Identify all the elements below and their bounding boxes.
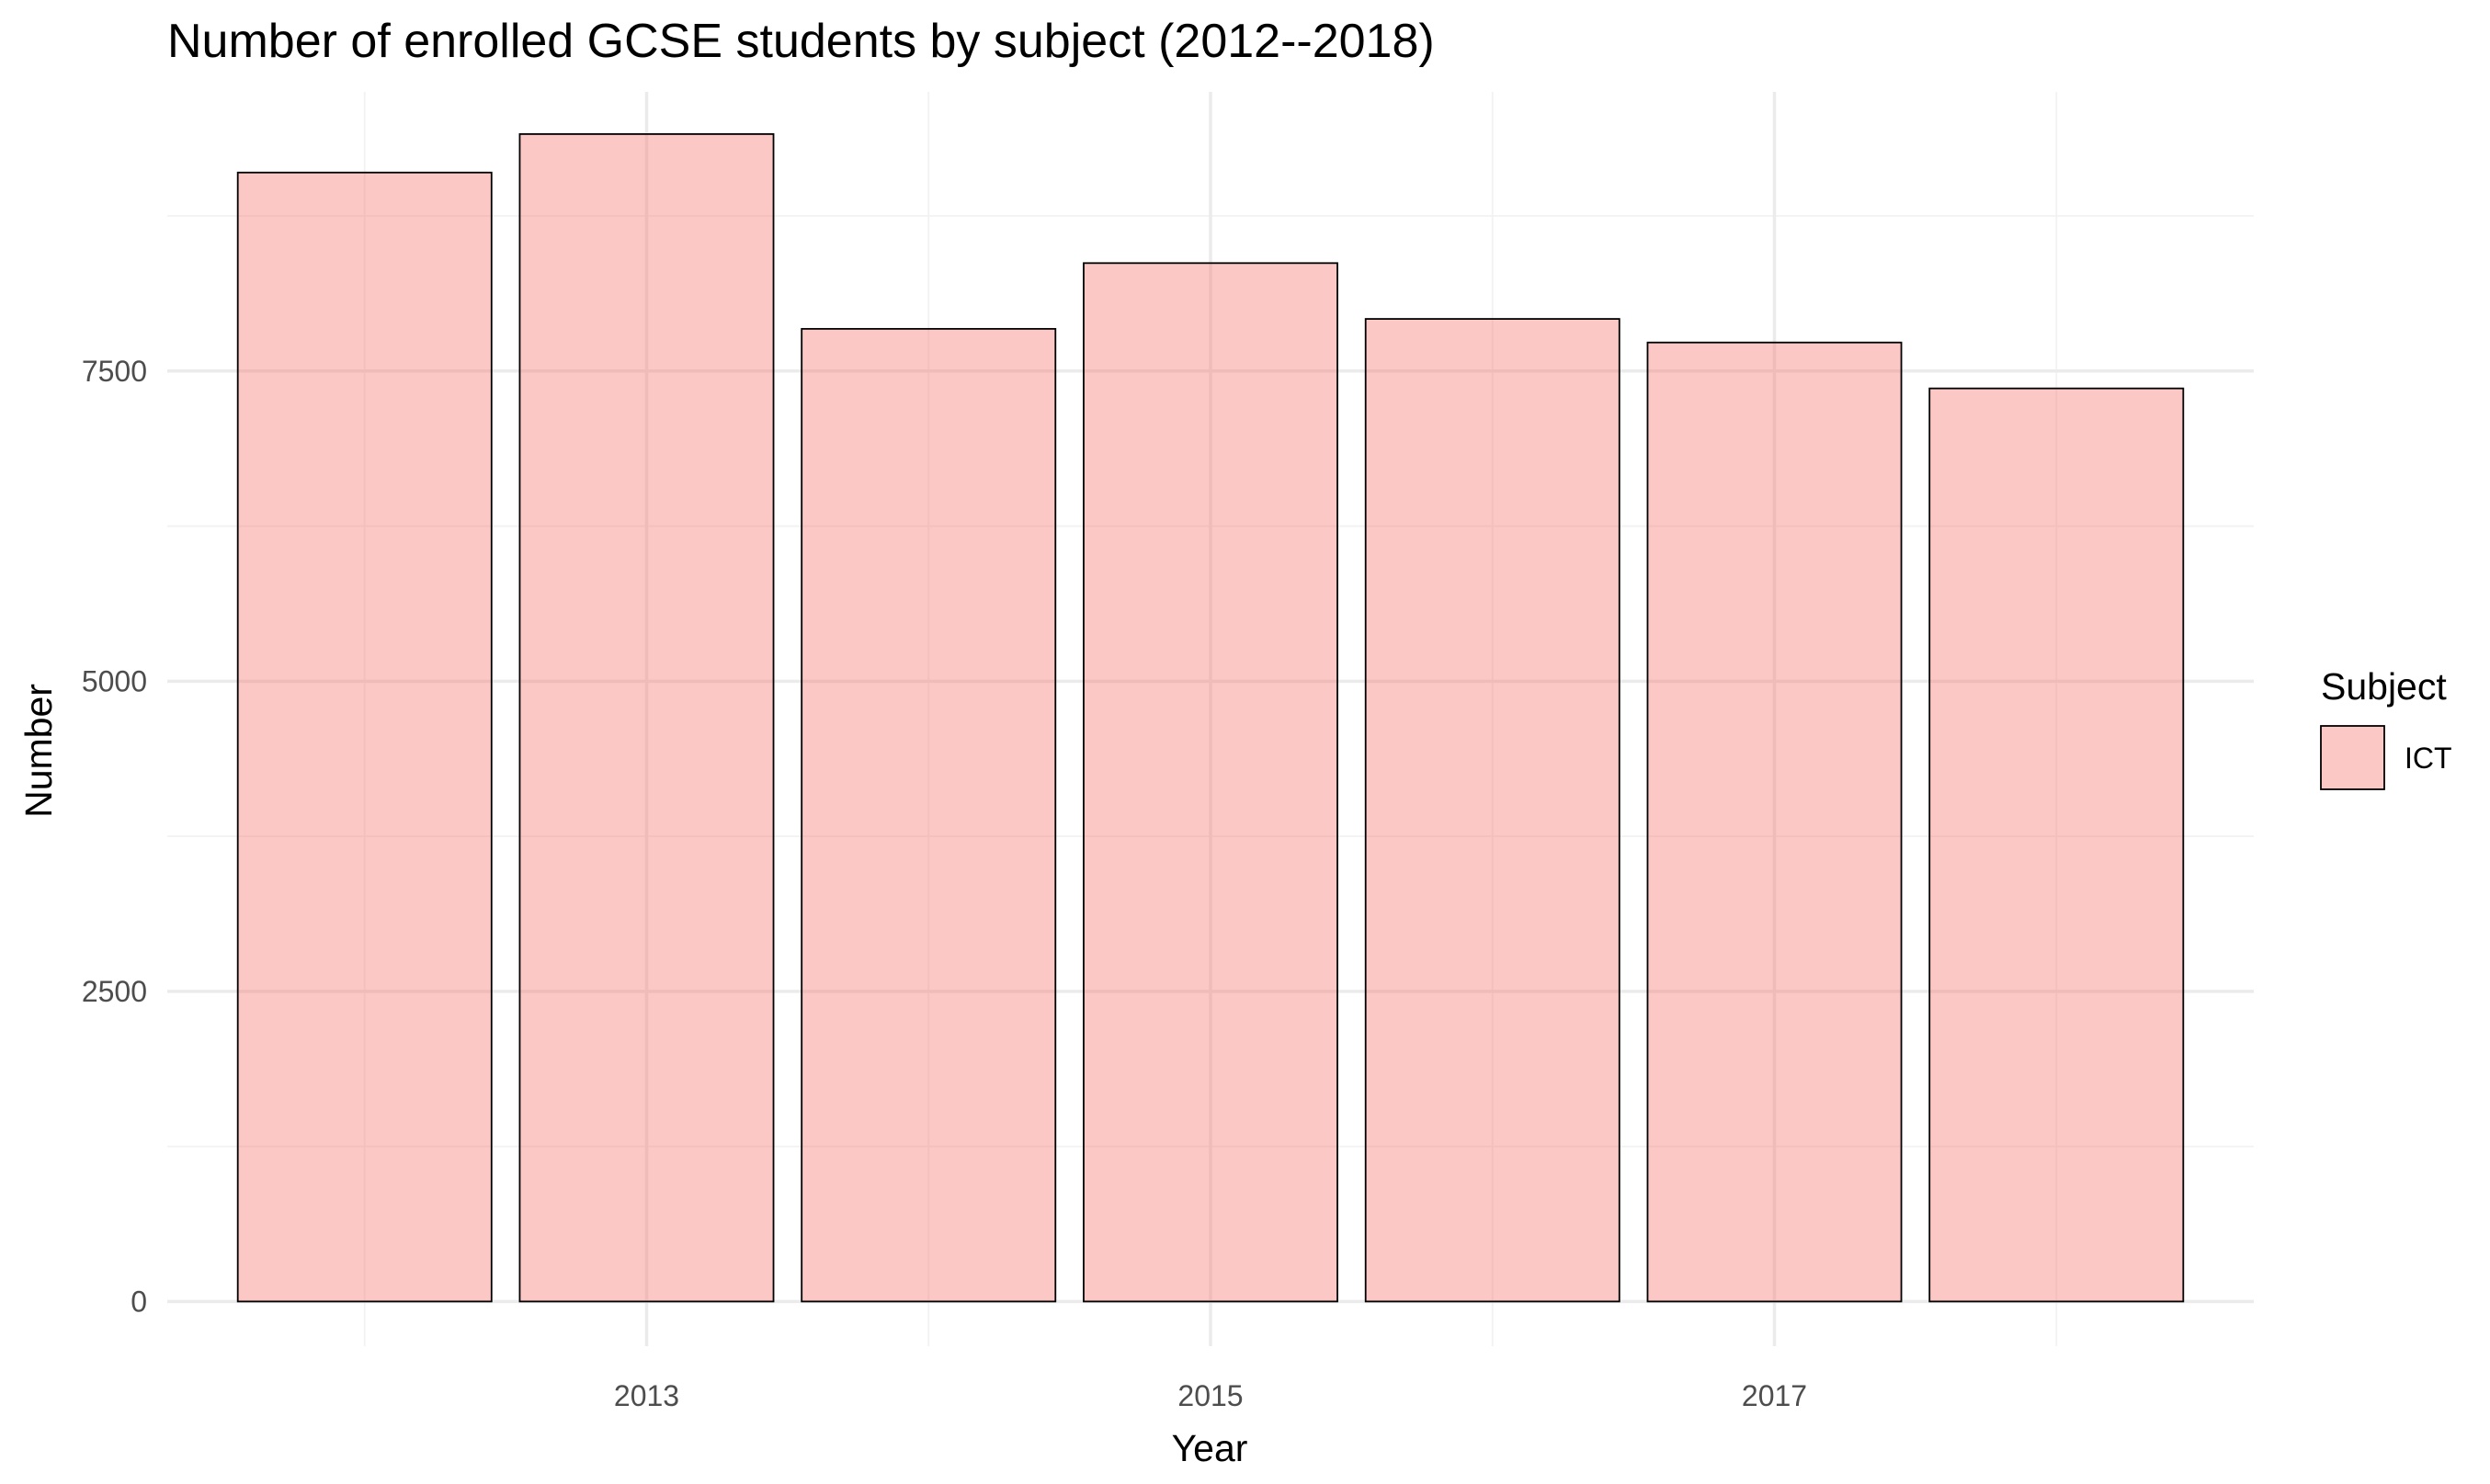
bar-2013 <box>518 133 775 1303</box>
bar-2016 <box>1364 318 1620 1303</box>
x-tick-label: 2013 <box>614 1379 679 1412</box>
major-gridlines <box>167 92 2254 1346</box>
bar-series <box>236 133 2185 1303</box>
bar-2015 <box>1083 262 1338 1303</box>
legend-key-ict <box>2320 725 2385 790</box>
y-tick-label: 5000 <box>82 664 147 697</box>
y-tick-label: 2500 <box>82 975 147 1008</box>
x-axis-tick-labels: 2013 2015 2017 <box>614 1379 1807 1412</box>
bar-2012 <box>236 171 493 1303</box>
bar-2014 <box>801 327 1057 1303</box>
bar-2017 <box>1646 341 1903 1303</box>
chart-title: Number of enrolled GCSE students by subj… <box>167 15 1435 68</box>
legend: Subject ICT <box>2320 665 2452 790</box>
y-tick-label: 0 <box>131 1285 147 1318</box>
x-tick-label: 2017 <box>1742 1379 1807 1412</box>
legend-label-ict: ICT <box>2405 742 2452 775</box>
y-tick-label: 7500 <box>82 355 147 388</box>
legend-title: Subject <box>2321 665 2447 708</box>
plot-panel <box>167 92 2254 1346</box>
bar-2018 <box>1928 387 2185 1303</box>
y-axis-title: Number <box>17 684 60 818</box>
x-axis-title: Year <box>1172 1427 1248 1469</box>
x-tick-label: 2015 <box>1177 1379 1243 1412</box>
y-axis-tick-labels: 0 2500 5000 7500 <box>82 355 147 1319</box>
